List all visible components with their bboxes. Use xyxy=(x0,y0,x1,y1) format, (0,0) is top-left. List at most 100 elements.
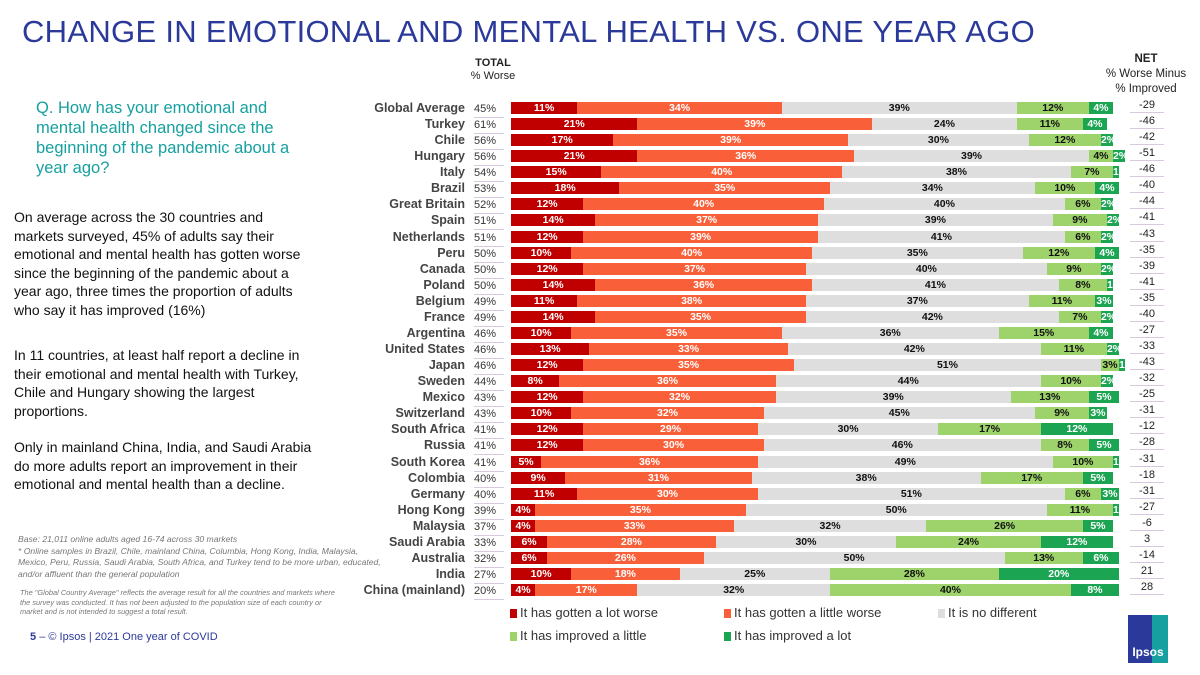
bar-segment-improved-little: 24% xyxy=(896,535,1041,548)
bar-segment-lot-worse: 6% xyxy=(511,535,548,548)
legend-item-improved-lot: It has improved a lot xyxy=(724,628,851,643)
country-label: Colombia xyxy=(408,470,465,485)
bar-segment-little-worse: 30% xyxy=(577,487,758,500)
chart-row: Germany 40% 11% 30% 51% 6% 3% -31 xyxy=(0,485,1200,504)
legend-swatch xyxy=(938,609,945,618)
chart-row: Italy 54% 15%40%38%7%1% -46 xyxy=(0,163,1200,183)
country-label: Spain xyxy=(430,213,465,228)
bar-segment-lot-worse: 8% xyxy=(511,375,560,388)
bar-segment-no-different: 41% xyxy=(812,278,1059,291)
bar-segment-no-different: 34% xyxy=(830,182,1035,195)
bar-segment-improved-lot: 2% xyxy=(1100,134,1113,147)
bar-segment-improved-lot: 4% xyxy=(1094,246,1120,259)
net-value: -14 xyxy=(1130,548,1164,563)
bar-segment-little-worse: 32% xyxy=(571,407,764,420)
net-value: -6 xyxy=(1130,516,1164,531)
bar-segment-no-different: 38% xyxy=(842,166,1071,179)
total-worse-value: 43% xyxy=(474,390,504,408)
chart-row: South Korea 41% 5%36%49%10%1% -31 xyxy=(0,453,1200,472)
net-value: -35 xyxy=(1130,291,1164,306)
country-label: Germany xyxy=(410,486,465,501)
bar-segment-little-worse: 35% xyxy=(583,359,794,372)
total-worse-value: 41% xyxy=(474,422,504,440)
chart-row: Spain 51% 14%37%39%9%2% -41 xyxy=(0,211,1200,231)
total-worse-value: 53% xyxy=(474,181,504,199)
bar-segment-improved-little: 6% xyxy=(1064,198,1101,211)
net-header-sub1: % Worse Minus xyxy=(1105,68,1187,80)
base-text: Base: 21,011 online adults aged 16-74 ac… xyxy=(18,534,238,544)
bar-segment-no-different: 38% xyxy=(751,471,981,484)
net-value: 21 xyxy=(1130,564,1164,580)
legend-item-lot-worse: It has gotten a lot worse xyxy=(510,605,658,620)
net-value: 3 xyxy=(1130,532,1164,547)
country-label: Brazil xyxy=(430,181,465,196)
bar-segment-no-different: 37% xyxy=(805,294,1029,307)
bar-segment-lot-worse: 6% xyxy=(511,551,548,564)
bar-segment-improved-little: 17% xyxy=(980,471,1083,484)
country-label: Great Britain xyxy=(389,197,465,212)
chart-row: Peru 50% 10% 40% 35% 12% 4% -35 xyxy=(0,244,1200,263)
country-label: France xyxy=(424,309,465,324)
ipsos-logo: Ipsos xyxy=(1128,615,1168,663)
net-value: -31 xyxy=(1130,403,1164,419)
bar-segment-little-worse: 31% xyxy=(565,471,752,484)
chart-row: Saudi Arabia 33% 6% 28% 30% 24% 12% 3 xyxy=(0,532,1200,552)
legend-label: It has improved a lot xyxy=(734,628,852,643)
total-worse-value: 54% xyxy=(474,165,504,183)
bar-segment-improved-lot: 4% xyxy=(1088,326,1113,339)
bar-segment-improved-little: 26% xyxy=(926,519,1083,532)
bar-segment-no-different: 30% xyxy=(848,134,1029,147)
total-worse-value: 46% xyxy=(474,342,504,360)
bar-segment-no-different: 42% xyxy=(805,310,1059,323)
bar-segment-improved-little: 12% xyxy=(1016,102,1089,114)
net-column-header: NET % Worse Minus % Improved xyxy=(1092,52,1200,97)
country-label: Global Average xyxy=(374,101,465,115)
net-value: -43 xyxy=(1130,227,1164,242)
bar-segment-little-worse: 39% xyxy=(583,230,818,243)
net-value: -27 xyxy=(1130,500,1164,515)
bar-segment-improved-little: 9% xyxy=(1046,262,1101,275)
bar-segment-little-worse: 32% xyxy=(583,391,776,404)
bar-segment-lot-worse: 9% xyxy=(511,471,566,484)
footer-text: – © Ipsos | 2021 One year of COVID xyxy=(39,631,218,643)
country-label: Malaysia xyxy=(412,518,465,533)
bar-segment-improved-lot: 5% xyxy=(1082,519,1113,532)
bar-segment-improved-lot: 2% xyxy=(1100,262,1113,275)
bar-segment-no-different: 30% xyxy=(715,535,897,548)
country-label: Argentina xyxy=(406,325,465,340)
country-label: India xyxy=(435,567,465,582)
bar-segment-little-worse: 36% xyxy=(559,375,776,388)
total-worse-value: 56% xyxy=(474,133,504,151)
bar-segment-no-different: 32% xyxy=(733,519,927,532)
bar-segment-lot-worse: 12% xyxy=(511,391,584,404)
bar-segment-lot-worse: 14% xyxy=(511,214,596,227)
bar-segment-no-different: 50% xyxy=(745,503,1047,516)
bar-segment-improved-lot: 5% xyxy=(1082,471,1113,484)
bar-segment-no-different: 32% xyxy=(637,584,831,597)
survey-question: Q. How has your emotional and mental hea… xyxy=(36,99,290,177)
bar-segment-little-worse: 18% xyxy=(571,568,680,581)
bar-segment-improved-little: 12% xyxy=(1022,246,1095,259)
bar-segment-improved-little: 17% xyxy=(938,423,1041,436)
bar-segment-improved-little: 3% xyxy=(1100,359,1119,372)
bar-segment-little-worse: 35% xyxy=(535,503,746,516)
net-value: 28 xyxy=(1130,580,1164,596)
total-worse-value: 46% xyxy=(474,326,504,343)
bar-segment-lot-worse: 11% xyxy=(511,294,578,307)
bar-segment-lot-worse: 14% xyxy=(511,310,596,323)
bar-segment-no-different: 39% xyxy=(775,391,1011,404)
bar-segment-improved-little: 7% xyxy=(1058,310,1101,323)
country-label: China (mainland) xyxy=(363,583,465,598)
bar-segment-improved-little: 13% xyxy=(1004,551,1083,564)
bar-segment-improved-little: 8% xyxy=(1058,278,1107,291)
bar-segment-improved-little: 10% xyxy=(1040,375,1101,388)
bar-segment-no-different: 39% xyxy=(818,214,1053,227)
bar-segment-lot-worse: 10% xyxy=(511,407,572,420)
net-value: -27 xyxy=(1130,323,1164,338)
bar-segment-improved-little: 6% xyxy=(1064,487,1101,500)
chart-row: Netherlands 51% 12%39%41%6%2% -43 xyxy=(0,227,1200,247)
page-number: 5 xyxy=(30,631,37,643)
total-worse-value: 49% xyxy=(474,294,504,311)
bar-segment-no-different: 44% xyxy=(775,375,1041,388)
legend-swatch xyxy=(510,632,517,641)
